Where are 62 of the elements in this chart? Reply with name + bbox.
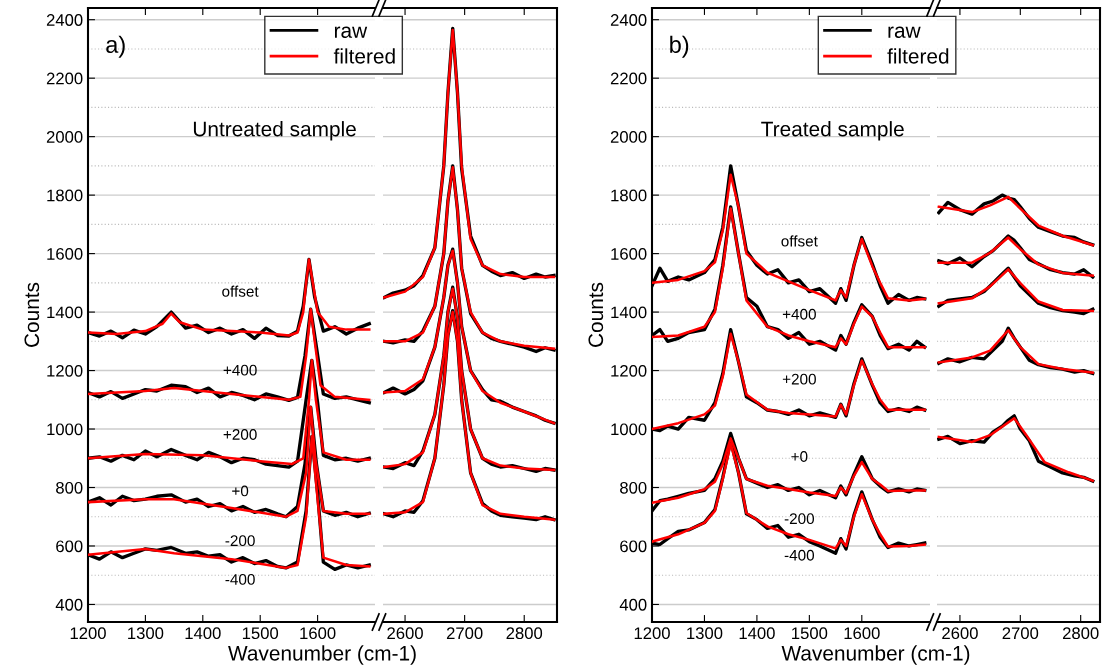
y-tick-label: 1400 <box>611 306 647 319</box>
x-axis-title: Wavenumber (cm-1) <box>781 645 970 665</box>
y-tick-label: 1800 <box>611 189 647 202</box>
x-tick-label: 1500 <box>242 627 279 640</box>
y-tick-label: 1600 <box>611 248 647 260</box>
y-tick-label: 1600 <box>47 248 83 260</box>
x-tick-label: 1300 <box>128 627 164 640</box>
y-tick-label: 1200 <box>47 364 83 377</box>
legend-label: raw <box>334 26 368 38</box>
y-tick-label: 2000 <box>610 131 647 143</box>
annotation: +200 <box>223 429 257 440</box>
y-tick-label: 400 <box>619 598 647 611</box>
annotation: b) <box>670 35 689 58</box>
y-tick-label: 1400 <box>47 306 83 319</box>
x-tick-label: 1400 <box>739 627 775 640</box>
annotation: +400 <box>782 308 816 320</box>
y-tick-label: 600 <box>620 540 647 553</box>
legend-label: filtered <box>333 48 395 64</box>
annotation: -200 <box>225 535 255 547</box>
x-tick-label: 1600 <box>844 627 880 640</box>
y-tick-label: 600 <box>56 540 83 553</box>
x-tick-label: 2800 <box>1062 627 1099 640</box>
y-tick-label: 2000 <box>46 131 83 143</box>
annotation: -400 <box>225 573 255 585</box>
y-tick-label: 400 <box>55 598 83 611</box>
annotation: +200 <box>782 373 816 385</box>
y-tick-label: 1200 <box>611 364 647 377</box>
y-tick-label: 1000 <box>47 423 83 436</box>
annotation: a) <box>106 35 125 58</box>
x-tick-label: 2700 <box>446 627 483 640</box>
x-tick-label: 2800 <box>506 627 543 640</box>
x-tick-label: 1300 <box>687 627 723 640</box>
annotation: -400 <box>784 549 815 561</box>
x-tick-label: 1400 <box>185 627 221 640</box>
annotation: +400 <box>223 364 257 376</box>
annotation: offset <box>222 285 259 297</box>
y-tick-label: 2400 <box>46 14 83 26</box>
y-axis-title: Counts <box>24 282 40 347</box>
annotation: offset <box>781 235 818 247</box>
x-axis-title: Wavenumber (cm-1) <box>228 645 416 665</box>
y-tick-label: 800 <box>620 481 647 494</box>
text: Untreated sample <box>193 121 356 141</box>
annotation: -200 <box>784 513 815 525</box>
y-tick-label: 2200 <box>46 72 83 85</box>
annotation: +0 <box>232 485 249 497</box>
x-tick-label: 1500 <box>792 627 828 640</box>
y-tick-label: 2400 <box>610 14 647 26</box>
annotation: +0 <box>791 451 808 462</box>
x-tick-label: 2700 <box>1002 627 1039 640</box>
x-tick-label: 1200 <box>634 627 670 640</box>
x-tick-label: 2600 <box>942 627 978 640</box>
legend-label: filtered <box>887 48 949 64</box>
y-axis-title: Counts <box>588 282 604 347</box>
x-tick-label: 2600 <box>387 627 423 640</box>
y-tick-label: 2200 <box>610 72 647 85</box>
y-tick-label: 1800 <box>47 189 83 202</box>
legend-label: raw <box>888 26 921 38</box>
text: Treated sample <box>761 121 904 141</box>
x-tick-label: 1600 <box>300 627 336 640</box>
y-tick-label: 800 <box>56 481 83 494</box>
x-tick-label: 1200 <box>70 627 106 640</box>
y-tick-label: 1000 <box>611 423 647 436</box>
